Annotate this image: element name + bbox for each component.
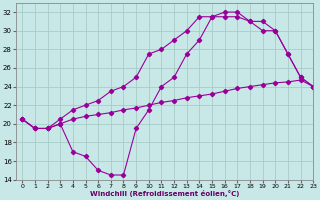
X-axis label: Windchill (Refroidissement éolien,°C): Windchill (Refroidissement éolien,°C)	[90, 190, 239, 197]
